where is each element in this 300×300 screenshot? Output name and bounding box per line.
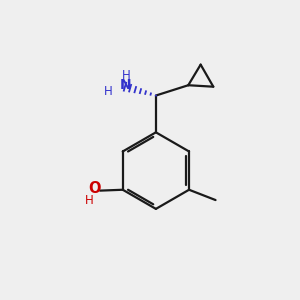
Text: O: O bbox=[88, 181, 101, 196]
Text: H: H bbox=[85, 194, 94, 207]
Text: H: H bbox=[104, 85, 112, 98]
Text: H: H bbox=[122, 69, 130, 82]
Text: N: N bbox=[120, 78, 132, 92]
